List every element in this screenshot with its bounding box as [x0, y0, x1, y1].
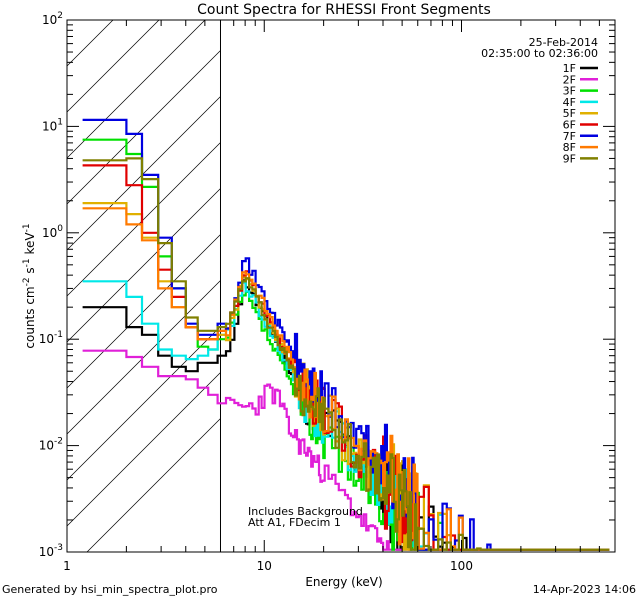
date-label: 25-Feb-2014 [529, 36, 598, 49]
legend-label-3F: 3F [563, 85, 576, 98]
hatch-line [67, 96, 221, 251]
legend-label-6F: 6F [563, 119, 576, 132]
x-tick-label: 100 [450, 559, 473, 573]
hatch-line [67, 50, 221, 205]
hatch-line [67, 326, 221, 481]
legend-label-7F: 7F [563, 130, 576, 143]
hatch-line [67, 20, 114, 67]
x-tick-label: 1 [63, 559, 71, 573]
y-tick-label: 10-3 [39, 543, 63, 559]
legend-label-1F: 1F [563, 62, 576, 75]
series-line-9F [82, 157, 610, 551]
chart-title: Count Spectra for RHESSI Front Segments [197, 2, 491, 18]
annotation-attenuator: Att A1, FDecim 1 [248, 516, 341, 529]
hatch-line [67, 234, 221, 389]
hatched-region [67, 20, 221, 552]
y-tick-label: 10-1 [39, 330, 63, 346]
hatch-line [67, 142, 221, 297]
hatch-line [67, 280, 221, 435]
y-tick-label: 102 [42, 11, 63, 27]
series-lines [82, 118, 610, 551]
plot-frame [66, 19, 616, 553]
hatch-line [67, 372, 221, 527]
y-tick-label: 101 [42, 117, 63, 133]
series-line-7F [82, 118, 610, 551]
hatch-line [67, 20, 206, 159]
hatch-line [86, 418, 221, 552]
x-axis-label: Energy (keV) [305, 575, 382, 589]
series-line-8F [82, 207, 610, 551]
y-tick-label: 10-2 [39, 437, 63, 453]
legend-label-2F: 2F [563, 73, 576, 86]
y-tick-label: 100 [42, 224, 63, 240]
legend-label-8F: 8F [563, 141, 576, 154]
hatch-line [67, 188, 221, 343]
annotation-background: Includes Background [248, 505, 363, 518]
generator-note: Generated by hsi_min_spectra_plot.pro [2, 583, 218, 596]
hatch-line [67, 20, 160, 113]
x-tick-label: 10 [257, 559, 272, 573]
legend-label-9F: 9F [563, 152, 576, 165]
generated-date: 14-Apr-2023 14:06 [532, 583, 636, 596]
y-axis-label: counts cm-2 s-1 keV-1 [22, 223, 37, 348]
time-range-label: 02:35:00 to 02:36:00 [481, 47, 598, 60]
legend-label-5F: 5F [563, 107, 576, 120]
axes: 1 10 100 10-3 10-2 10-1 100 101 102 [39, 11, 616, 573]
legend-label-4F: 4F [563, 96, 576, 109]
